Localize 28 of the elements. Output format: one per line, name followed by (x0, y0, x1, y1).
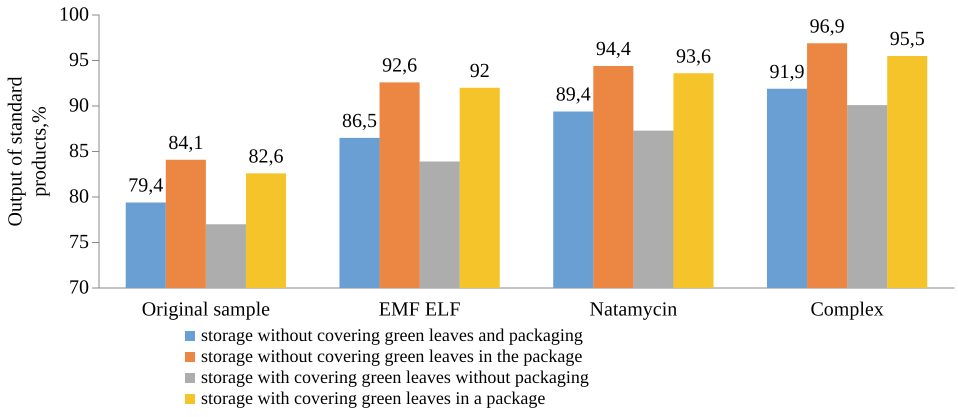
x-tick-label: Natamycin (590, 298, 678, 320)
legend-label: storage with covering green leaves in a package (201, 388, 546, 409)
data-label: 91,9 (770, 60, 805, 83)
data-label: 82,6 (248, 146, 284, 168)
data-label: 79,4 (128, 174, 164, 197)
y-axis-title: Output of standard products,% (4, 76, 50, 226)
y-tick-label: 75 (69, 230, 89, 253)
x-tick-label: EMF ELF (378, 298, 460, 320)
legend-label: storage without covering green leaves in the package (201, 346, 582, 367)
y-tick-label: 70 (69, 276, 89, 298)
data-label: 86,5 (342, 110, 378, 132)
y-tick-label: 95 (69, 48, 89, 71)
x-tick-label: Complex (810, 298, 884, 320)
y-tick-label: 90 (69, 94, 89, 116)
data-label: 95,5 (890, 28, 925, 50)
data-label: 92,6 (382, 54, 418, 77)
data-label: 93,6 (676, 45, 711, 68)
data-label: 96,9 (810, 15, 845, 38)
data-label: 84,1 (168, 132, 204, 154)
data-label: 94,4 (596, 38, 631, 60)
y-tick-label: 100 (59, 3, 89, 26)
y-tick-label: 80 (69, 185, 89, 208)
y-tick-label: 85 (69, 140, 89, 162)
x-tick-label: Original sample (142, 298, 270, 320)
data-label: 92 (470, 60, 490, 82)
legend-label: storage with covering green leaves without packaging (201, 367, 589, 388)
legend-label: storage without covering green leaves and packaging (201, 325, 583, 346)
data-label: 89,4 (556, 84, 591, 106)
